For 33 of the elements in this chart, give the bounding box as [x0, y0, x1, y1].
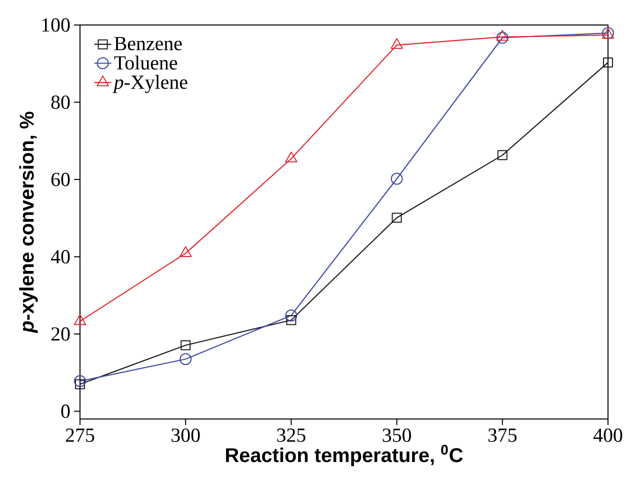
point: [74, 314, 86, 326]
point: [497, 150, 508, 160]
y-tick-label: 80: [51, 96, 70, 109]
y-tick-label: 60: [51, 172, 70, 186]
point: [496, 32, 508, 44]
point: [180, 353, 192, 366]
point: [285, 309, 298, 322]
x-tick-label: 350: [382, 428, 411, 442]
y-tick-label: 0: [61, 404, 70, 418]
y-tick-label: 100: [42, 18, 70, 32]
point: [74, 375, 86, 388]
x-axis-title: Reaction temperature, $^{0}$C: [226, 444, 463, 466]
y-axis-title: p-xylene conversion, %: [19, 112, 38, 334]
point: [496, 30, 509, 41]
x-tick-label: 275: [66, 428, 94, 442]
legend-label: Benzene: [114, 37, 182, 50]
legend-label: p-Xylene: [112, 74, 188, 94]
point: [75, 379, 85, 390]
point: [179, 246, 192, 258]
point: [392, 212, 402, 223]
point: [285, 152, 298, 162]
x-tick-label: 325: [277, 428, 306, 442]
point: [603, 57, 614, 68]
y-tick-label: 40: [50, 250, 70, 264]
point: [390, 172, 403, 185]
y-tick-label: 20: [51, 327, 70, 341]
x-tick-label: 300: [172, 428, 200, 442]
x-tick-label: 375: [488, 428, 517, 442]
point: [180, 340, 191, 350]
legend-label: Toluene: [114, 56, 178, 70]
point: [390, 38, 403, 49]
x-tick-label: 400: [593, 428, 622, 442]
point: [286, 315, 296, 326]
